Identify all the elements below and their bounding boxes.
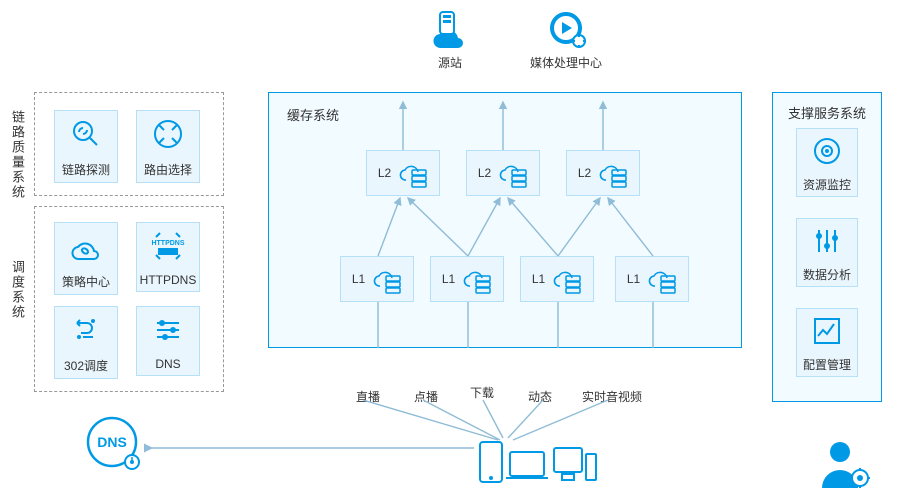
dns-sliders-icon [137, 307, 199, 353]
user-gear-icon [818, 438, 872, 490]
cache-server-icon [460, 264, 492, 294]
eye-monitor-icon [797, 129, 857, 173]
httpdns-box: HTTPDNS HTTPDNS [136, 222, 200, 292]
302-sched-label: 302调度 [55, 353, 117, 378]
route-select-box: 路由选择 [136, 110, 200, 183]
resource-monitor-box: 资源监控 [796, 128, 858, 197]
cache-server-icon [370, 264, 402, 294]
dns-box: DNS [136, 306, 200, 376]
dns-badge-icon: DNS [86, 416, 144, 474]
httpdns-label: HTTPDNS [137, 269, 199, 291]
cache-server-icon [496, 158, 528, 188]
media-block: 媒体处理中心 [530, 6, 602, 71]
svc-download: 下载 [470, 384, 494, 401]
policy-center-box: 策略中心 [54, 222, 118, 295]
cache-server-icon [596, 158, 628, 188]
route-select-label: 路由选择 [137, 157, 199, 182]
route-select-icon [137, 111, 199, 157]
data-analysis-box: 数据分析 [796, 218, 858, 287]
cache-title: 缓存系统 [287, 105, 339, 124]
svc-vod: 点播 [414, 388, 438, 405]
sched-title: 调度系统 [8, 260, 27, 320]
chart-line-icon [797, 309, 857, 353]
svc-dynamic: 动态 [528, 388, 552, 405]
cache-l1-3: L1 [615, 256, 689, 302]
cache-l1-0: L1 [340, 256, 414, 302]
quality-title: 链路质量系统 [8, 110, 27, 200]
svg-text:HTTPDNS: HTTPDNS [151, 240, 184, 247]
policy-center-label: 策略中心 [55, 269, 117, 294]
policy-center-icon [55, 223, 117, 269]
resource-monitor-label: 资源监控 [797, 173, 857, 196]
media-gear-icon [530, 6, 602, 50]
cache-l2-0: L2 [366, 150, 440, 196]
httpdns-icon: HTTPDNS [137, 223, 199, 269]
cache-l1-2: L1 [520, 256, 594, 302]
support-title: 支撑服务系统 [773, 103, 881, 122]
devices-icon [478, 438, 598, 486]
cache-l1-1: L1 [430, 256, 504, 302]
config-mgmt-label: 配置管理 [797, 353, 857, 376]
origin-label: 源站 [428, 54, 472, 71]
svg-text:DNS: DNS [97, 434, 127, 450]
cache-l2-2: L2 [566, 150, 640, 196]
link-probe-box: 链路探测 [54, 110, 118, 183]
cache-l2-1: L2 [466, 150, 540, 196]
server-cloud-icon [428, 6, 472, 50]
origin-block: 源站 [428, 6, 472, 71]
sliders-icon [797, 219, 857, 263]
dns-badge: DNS [86, 416, 144, 474]
data-analysis-label: 数据分析 [797, 263, 857, 286]
svc-rtc: 实时音视频 [582, 388, 642, 405]
link-probe-label: 链路探测 [55, 157, 117, 182]
302-sched-box: 302调度 [54, 306, 118, 379]
302-sched-icon [55, 307, 117, 353]
config-mgmt-box: 配置管理 [796, 308, 858, 377]
svc-live: 直播 [356, 388, 380, 405]
cache-panel: 缓存系统 [268, 92, 742, 348]
cache-server-icon [645, 264, 677, 294]
dns-arrow-icon [144, 440, 480, 456]
media-label: 媒体处理中心 [530, 54, 602, 71]
dns-label: DNS [137, 353, 199, 375]
cache-server-icon [550, 264, 582, 294]
link-probe-icon [55, 111, 117, 157]
cache-server-icon [396, 158, 428, 188]
